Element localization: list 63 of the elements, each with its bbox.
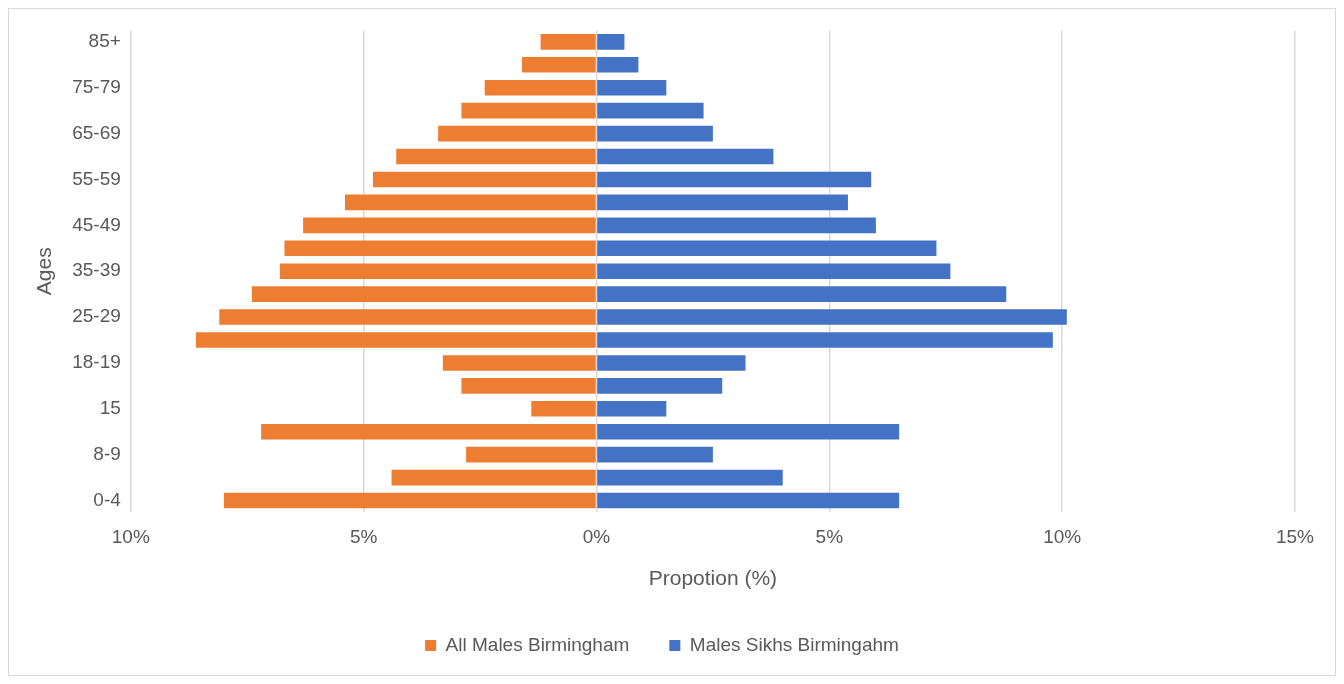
y-tick-label: 75-79: [72, 75, 121, 97]
bar: [597, 194, 848, 211]
x-axis-title: Propotion (%): [648, 566, 778, 590]
bar: [597, 286, 1007, 302]
y-tick-label: 8-9: [93, 442, 121, 464]
bar: [219, 309, 596, 325]
bar: [597, 469, 783, 486]
bar: [466, 446, 596, 463]
bar: [261, 423, 596, 440]
bar: [597, 171, 872, 188]
bar: [531, 401, 596, 417]
bar: [251, 286, 596, 302]
bar: [521, 57, 596, 73]
bar: [597, 79, 667, 96]
bar: [597, 332, 1053, 348]
bar: [597, 446, 713, 463]
y-tick-label: 15: [99, 397, 121, 419]
bar: [597, 125, 713, 142]
bar: [597, 148, 774, 165]
y-tick-label: 85+: [88, 30, 121, 52]
y-tick-label: 18-19: [72, 351, 121, 373]
y-tick-label: 55-59: [72, 167, 121, 189]
bar: [540, 34, 596, 50]
legend-label: All Males Birmingham: [445, 633, 630, 655]
bar: [284, 240, 596, 257]
bar: [597, 423, 900, 440]
bar: [597, 240, 937, 257]
bar: [303, 217, 596, 234]
bar: [597, 102, 704, 119]
bar: [484, 79, 596, 96]
bar: [372, 171, 596, 188]
legend-label: Males Sikhs Birmingahm: [689, 633, 899, 655]
bar: [442, 355, 596, 371]
x-tick-label: 10%: [111, 525, 150, 547]
x-tick-label: 10%: [1043, 525, 1082, 547]
bar: [597, 355, 746, 371]
x-tick-label: 0%: [582, 525, 611, 547]
bar: [597, 492, 900, 509]
x-tick-label: 15%: [1275, 525, 1315, 547]
x-tick-label: 5%: [815, 525, 844, 547]
y-tick-label: 0-4: [93, 488, 122, 510]
bar: [345, 194, 596, 211]
y-tick-label: 25-29: [72, 305, 121, 327]
bar: [279, 263, 596, 279]
y-axis-title: Ages: [32, 247, 56, 296]
bar: [597, 309, 1067, 325]
bar: [391, 469, 596, 486]
bar: [597, 34, 625, 50]
bar: [597, 401, 667, 417]
x-tick-label: 5%: [349, 525, 378, 547]
bar: [597, 263, 951, 279]
bar: [396, 148, 596, 165]
bar: [461, 378, 596, 394]
y-tick-label: 35-39: [72, 259, 121, 281]
y-tick-label: 45-49: [72, 213, 121, 235]
bar: [195, 332, 596, 348]
bar: [438, 125, 596, 142]
y-tick-label: 65-69: [72, 121, 121, 143]
bar: [597, 57, 639, 73]
bar: [461, 102, 596, 119]
bar: [597, 378, 723, 394]
bar: [597, 217, 876, 234]
bar: [223, 492, 596, 509]
